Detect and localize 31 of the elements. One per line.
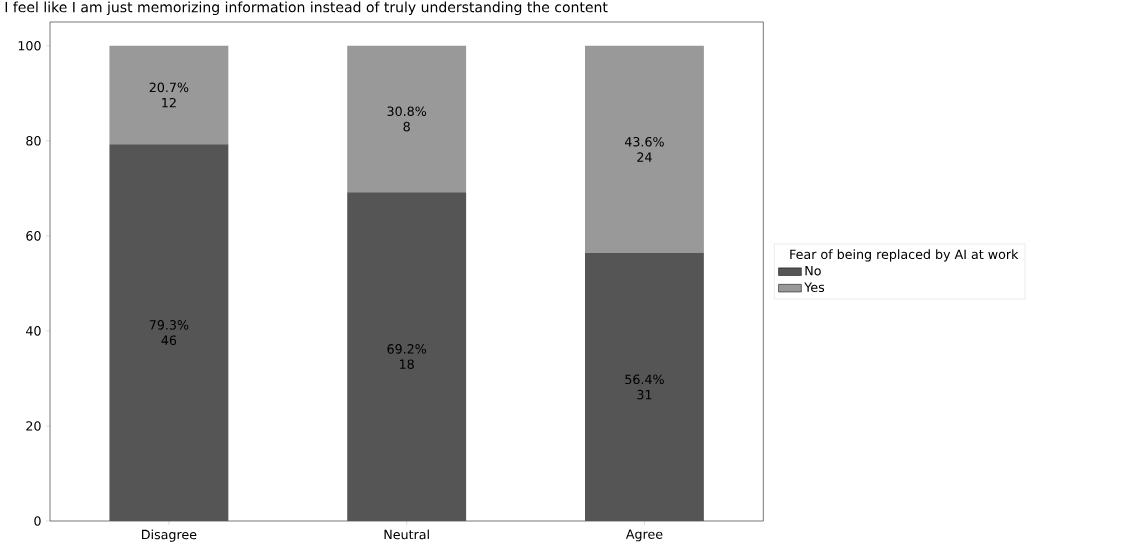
y-tick-label: 20	[26, 421, 41, 431]
bar	[109, 144, 229, 521]
text: 12	[162, 97, 176, 108]
y-tick-label: 0	[34, 516, 41, 526]
legend-title: Fear of being replaced by AI at work	[790, 249, 1019, 262]
legend-label: Yes	[804, 282, 825, 293]
legend-label: No	[805, 266, 821, 276]
text: 18	[400, 359, 414, 370]
y-tick-label: 100	[18, 40, 41, 51]
text: 24	[637, 152, 652, 162]
x-tick-label: Agree	[625, 529, 663, 542]
bar	[347, 192, 467, 521]
chart-title: I feel like I am just memorizing information instead of truly understanding the content	[5, 1, 608, 16]
text: 79.3%	[149, 320, 189, 330]
bar	[109, 45, 229, 145]
y-tick-label: 80	[26, 136, 41, 146]
text: 43.6%	[624, 136, 664, 147]
text: 31	[637, 389, 652, 400]
x-tick-label: Disagree	[142, 529, 197, 542]
text: 20.7%	[149, 82, 189, 93]
text: 56.4%	[625, 374, 664, 385]
text: 30.8%	[387, 106, 427, 117]
x-tick-label: Neutral	[384, 529, 429, 540]
bar	[585, 252, 704, 521]
y-tick-label: 60	[26, 231, 41, 241]
text: 8	[403, 121, 410, 132]
bar	[347, 45, 467, 193]
text: 69.2%	[387, 344, 427, 354]
y-tick-label: 40	[26, 326, 41, 336]
bar	[585, 45, 704, 253]
text: 46	[161, 335, 177, 346]
